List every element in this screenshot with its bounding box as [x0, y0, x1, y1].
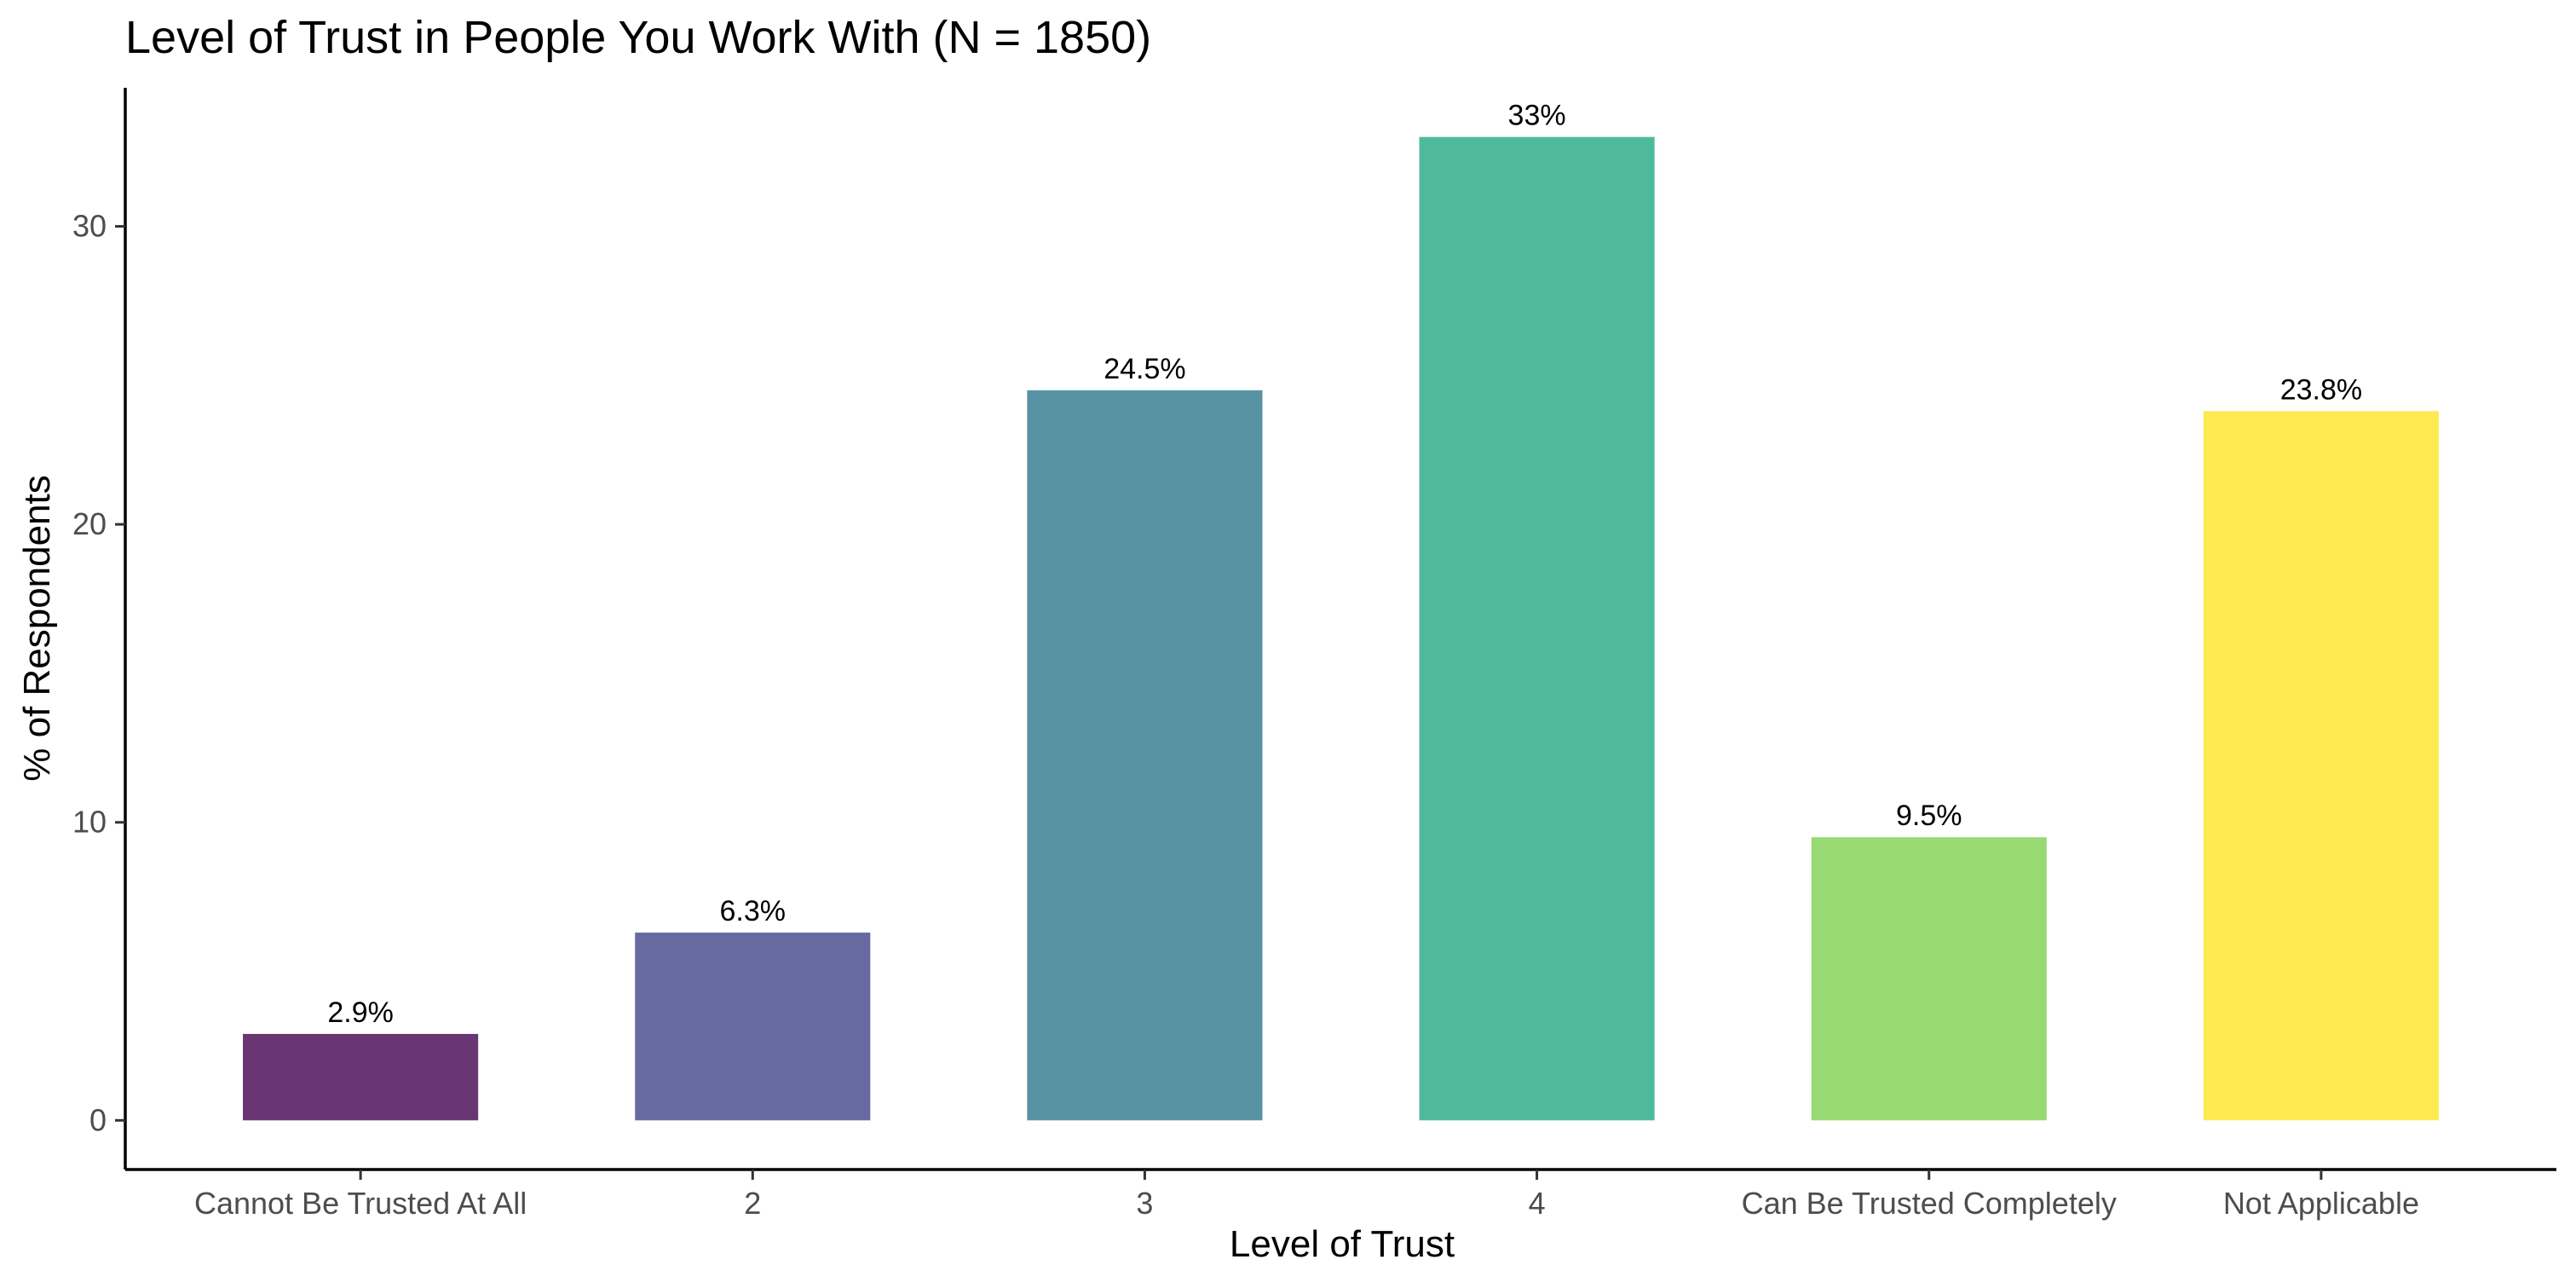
y-axis-title: % of Respondents: [16, 475, 58, 782]
bar-labels-group: 2.9% 6.3% 24.5% 33% 9.5% 23.8%: [327, 100, 2362, 1029]
bar-4: [1811, 837, 2047, 1121]
x-tick-label-0: Cannot Be Trusted At All: [194, 1186, 527, 1221]
y-tick-label-0: 0: [89, 1102, 107, 1137]
x-tick-label-4: Can Be Trusted Completely: [1742, 1186, 2117, 1221]
bar-1: [635, 933, 871, 1121]
y-tick-label-1: 10: [72, 805, 107, 840]
bar-0: [243, 1033, 479, 1121]
bar-value-label-1: 6.3%: [720, 895, 787, 927]
x-tick-label-3: 4: [1529, 1186, 1546, 1221]
bar-value-label-4: 9.5%: [1896, 800, 1962, 832]
bar-2: [1027, 390, 1263, 1121]
chart-title: Level of Trust in People You Work With (…: [125, 12, 1151, 63]
bars-group: [243, 136, 2439, 1121]
bar-5: [2203, 411, 2439, 1121]
y-axis: 0 10 20 30: [72, 88, 127, 1170]
x-axis: Cannot Be Trusted At All 2 3 4 Can Be Truste…: [125, 1168, 2556, 1221]
bar-value-label-0: 2.9%: [327, 996, 394, 1029]
y-tick-label-2: 20: [72, 506, 107, 541]
x-tick-label-1: 2: [744, 1186, 761, 1221]
x-tick-label-2: 3: [1136, 1186, 1153, 1221]
y-tick-label-3: 30: [72, 209, 107, 244]
bar-value-label-5: 23.8%: [2280, 373, 2362, 406]
bar-value-label-2: 24.5%: [1104, 353, 1185, 385]
x-tick-label-5: Not Applicable: [2223, 1186, 2419, 1221]
bar-value-label-3: 33%: [1508, 100, 1566, 132]
x-axis-title: Level of Trust: [1230, 1223, 1455, 1265]
bar-3: [1419, 136, 1655, 1121]
